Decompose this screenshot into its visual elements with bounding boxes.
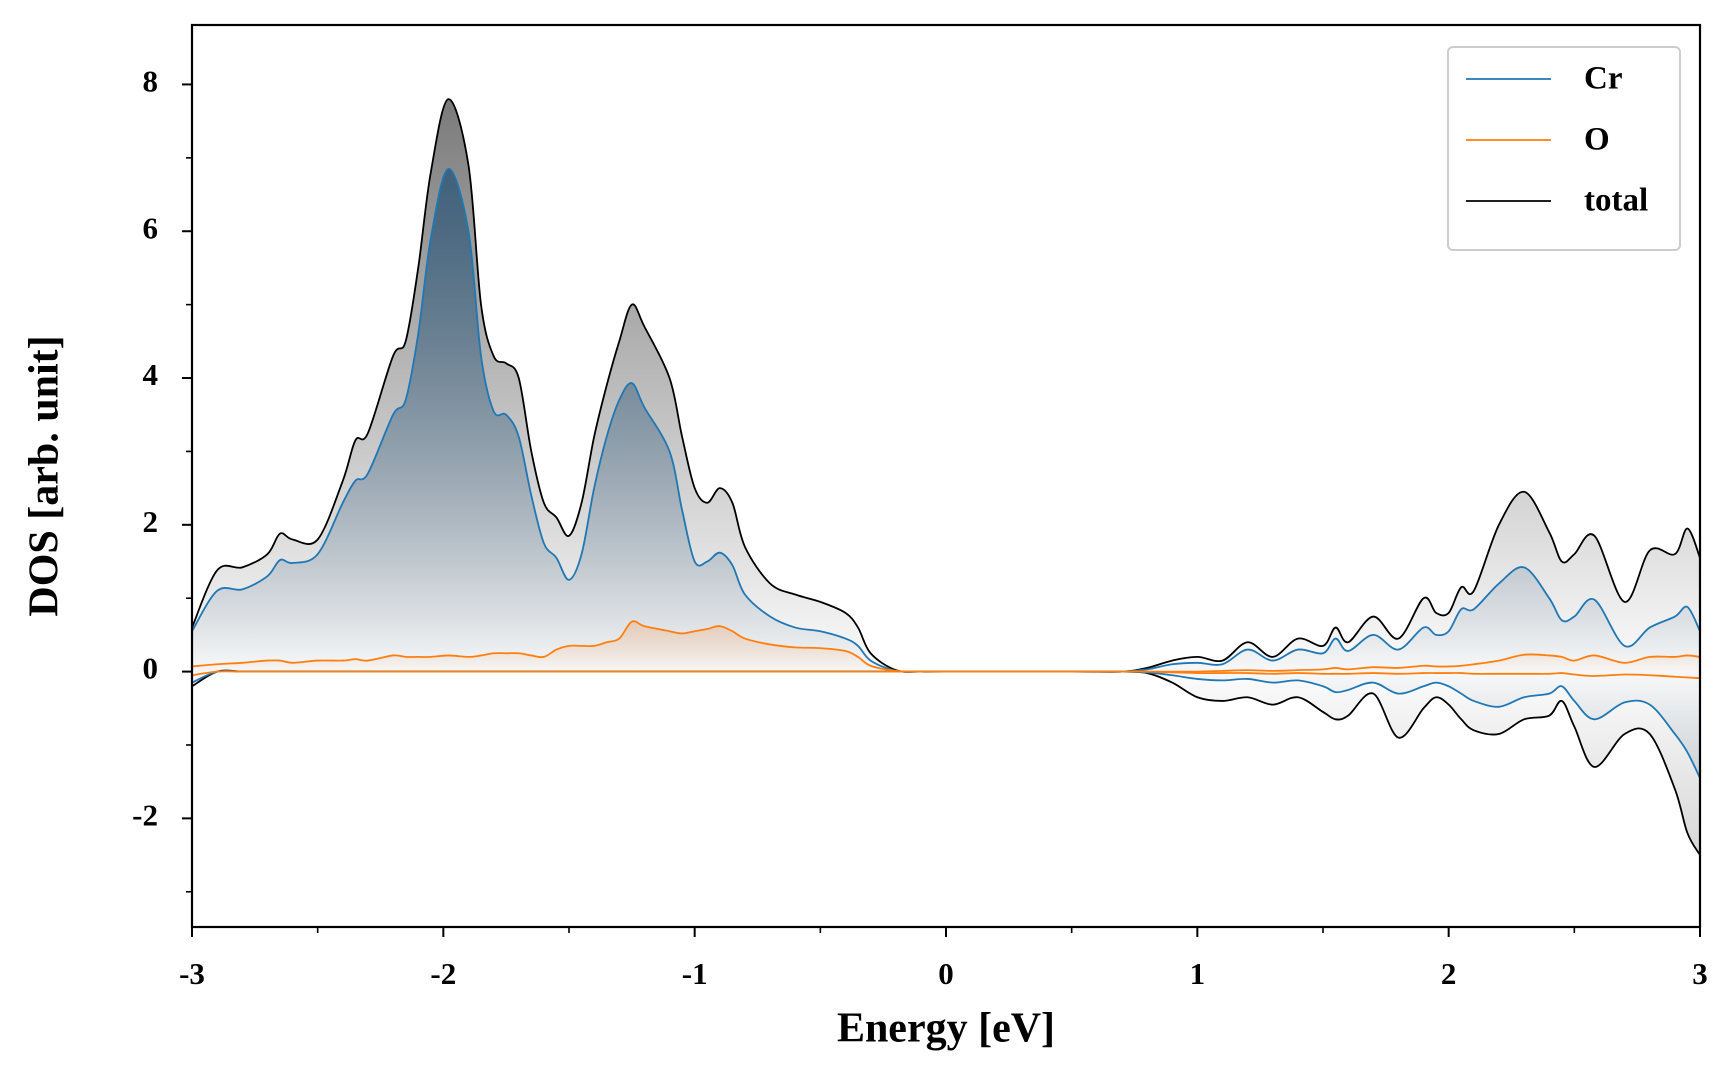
y-axis-label: DOS [arb. unit] [22,335,68,616]
series-line [192,98,1700,673]
y-tick-label: 8 [143,64,159,99]
y-tick-label: 0 [143,651,159,686]
x-tick-label: -3 [179,956,205,991]
area-fill [192,621,1700,672]
x-axis-label: Energy [eV] [837,1006,1055,1052]
y-tick-label: 2 [143,504,159,539]
legend-box [1447,46,1681,251]
lines [192,98,1700,856]
x-tick-label: 0 [938,956,954,991]
x-tick-label: 2 [1441,956,1457,991]
y-tick-label: -2 [132,797,158,832]
axes: -3 -2 -1 0 1 2 3 -2 0 2 4 6 8 [132,64,1708,992]
legend-label: O [1584,122,1610,158]
area-fill [192,670,1700,779]
area-fill [192,168,1700,672]
x-tick-label: 3 [1692,956,1708,991]
x-tick-label: -1 [682,956,708,991]
series-line [192,620,1700,673]
legend-label: Cr [1584,61,1622,97]
y-tick-label: 4 [143,357,159,392]
x-tick-label: 1 [1190,956,1206,991]
legend-label: total [1584,183,1648,219]
series-line [192,670,1700,680]
x-tick-label: -2 [430,956,456,991]
series-line [192,167,1700,673]
y-tick-label: 6 [143,210,159,245]
